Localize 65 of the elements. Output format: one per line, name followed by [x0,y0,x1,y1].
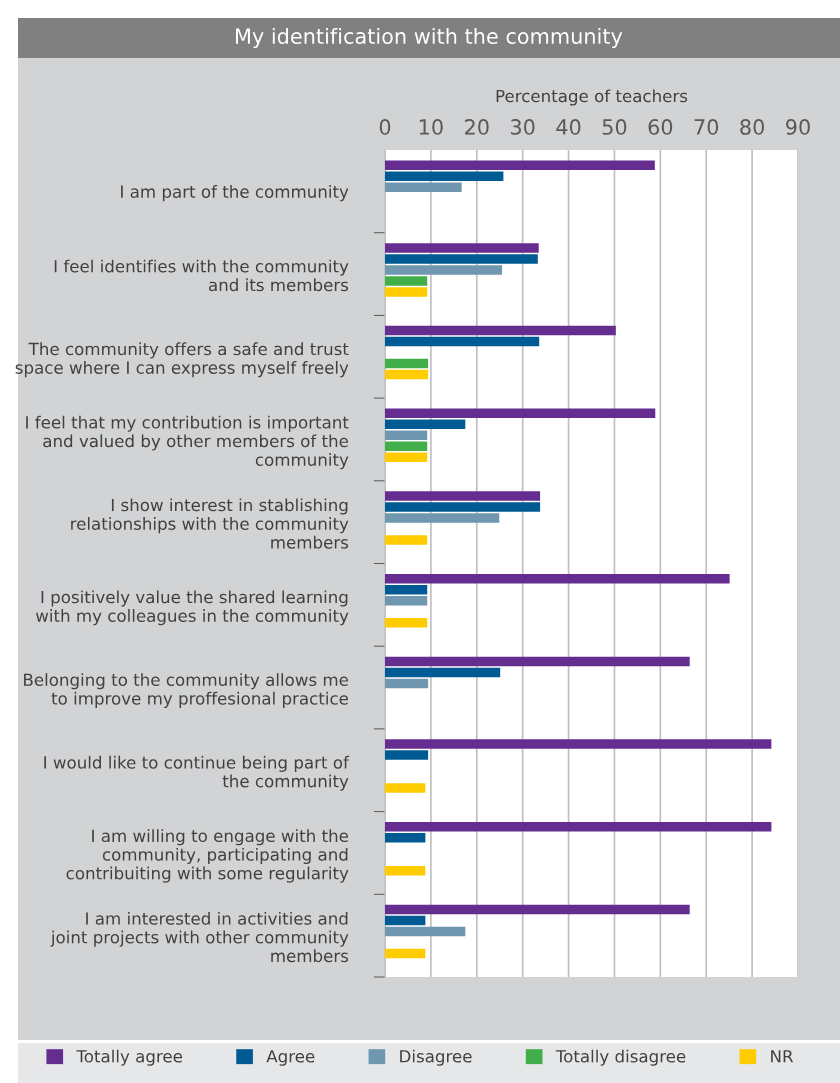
x-tick-label: 70 [694,119,719,135]
y-tick-label: Belonging to the community allows me to improve my proffesional practice [24,673,349,708]
bar [385,783,426,793]
y-tick-label: I feel that my contribution is important and valued by other members of the community [26,415,349,470]
bar [385,926,466,937]
bar [385,739,772,749]
x-tick-label: 20 [465,119,489,135]
x-tick-label: 0 [379,119,391,135]
bar [385,667,501,678]
bar [385,915,426,926]
bar [385,358,429,369]
bar [385,276,428,286]
bar [385,595,428,606]
bar [385,265,503,275]
x-tick-label: 40 [556,119,581,135]
x-tick-label: 80 [740,119,764,135]
x-axis-title: Percentage of teachers [496,89,688,106]
y-tick-label: The community offers a safe and trust space where I can express myself freely [15,342,349,378]
chart-title: My identification with the community [236,27,623,49]
bar [385,502,541,512]
bar [385,369,429,380]
bar [385,678,429,689]
bar [385,441,428,452]
bar [385,948,426,959]
x-tick-label: 30 [511,119,535,135]
legend-label: Agree [266,1050,315,1066]
bar [385,617,428,628]
bar [385,430,428,441]
bar [385,656,690,667]
bar [385,584,428,595]
y-tick-label: I am willing to engage with the community, participating and contribuiting with some regularity [66,829,349,883]
bar [385,171,504,181]
bar [385,535,428,545]
bar [385,287,428,297]
bar [385,160,655,170]
y-tick-label: I show interest in stablishing relationships with the community members [71,498,349,549]
x-tick-label: 90 [786,119,810,135]
bar [385,419,466,430]
y-tick-label: I positively value the shared learning with my colleagues in the community [35,590,349,626]
x-tick-label: 60 [648,119,673,135]
bar [385,491,541,501]
bar [385,182,462,192]
legend-label: NR [771,1050,794,1063]
bar [385,750,429,760]
y-tick-label: I am interested in activities and joint projects with other community members [50,911,349,963]
legend-label: Totally disagree [555,1049,686,1066]
bar [385,822,772,832]
bar [385,833,426,843]
bar [385,452,428,463]
legend-label: Disagree [400,1049,472,1066]
bar [385,866,426,876]
y-tick-label: I feel identifies with the community and its members [54,259,349,292]
bar [385,336,540,347]
bar [385,904,690,915]
y-tick-label: I would like to continue being part of the community [44,755,350,791]
bar [385,243,539,253]
bar [385,513,500,523]
legend-label: Totally agree [76,1049,183,1066]
bar [385,573,730,584]
x-tick-label: 10 [419,119,443,135]
bar [385,408,656,419]
bar [385,254,538,264]
y-tick-label: I am part of the community [121,185,349,202]
x-tick-label: 50 [602,119,627,135]
bar [385,325,616,336]
